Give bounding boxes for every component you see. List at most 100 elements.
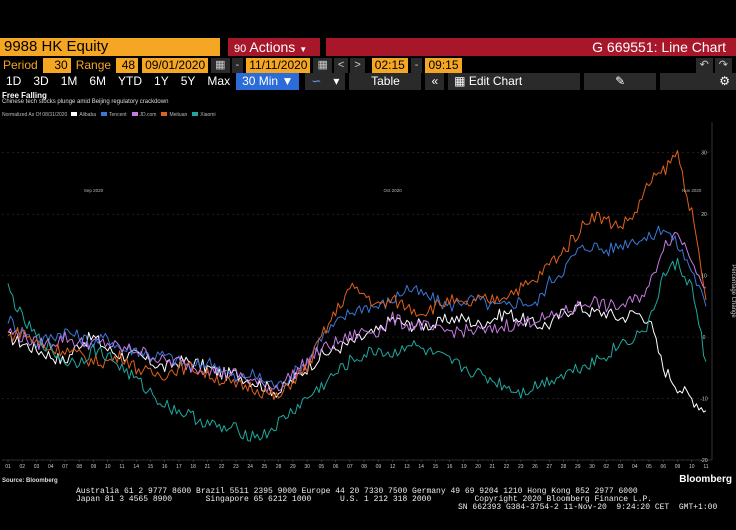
x-tick-label: 10 [105,464,111,470]
end-date-input[interactable]: 11/11/2020 [246,57,311,73]
x-tick-label: 09 [675,464,681,470]
tab-1d[interactable]: 1D [6,74,22,88]
x-tick-label: 30 [589,464,595,470]
start-time-input[interactable]: 02:15 [371,57,408,73]
legend-swatch [101,112,108,117]
chevron-down-icon: ▼ [299,45,308,54]
x-tick-label: 16 [447,464,453,470]
x-tick-label: 07 [62,464,68,470]
start-date-input[interactable]: 09/01/2020 [142,57,209,73]
x-tick-label: 23 [233,464,239,470]
legend-swatch [71,112,78,117]
edit-chart-label: Edit Chart [468,74,523,88]
calendar-icon[interactable]: ▦ [211,57,230,73]
dropdown-arrow-icon: ▼ [281,74,294,88]
ticker-field[interactable]: 9988 HK Equity [0,38,220,56]
x-tick-label: 21 [205,464,211,470]
x-tick-label: 24 [247,464,253,470]
legend-item: Xiaomi [192,111,216,118]
chart-title: Free Falling [2,91,47,100]
x-tick-label: 05 [646,464,652,470]
actions-menu[interactable]: 90 Actions ▼ [228,38,320,56]
y-tick-label: -10 [700,397,707,403]
edit-chart-icon: ▦ [454,74,466,88]
y-tick-label: 30 [701,151,707,157]
legend-label: Xiaomi [200,111,216,118]
chart-subtitle: Chinese tech stocks plunge amid Beijing … [2,99,169,105]
x-tick-label: 04 [632,464,638,470]
range-input[interactable]: 48 [116,57,139,73]
dash-separator: - [231,57,244,73]
prev-arrow-icon[interactable]: < [333,57,349,73]
collapse-left-icon[interactable]: « [425,73,445,90]
controls-bar: Period 30 Range 48 09/01/2020 ▦ - 11/11/… [0,57,736,73]
tab-1y[interactable]: 1Y [154,74,169,88]
chart-series [7,150,707,442]
interval-dropdown[interactable]: 30 Min ▼ [236,73,300,90]
x-tick-label: 06 [660,464,666,470]
period-input[interactable]: 30 [42,57,71,73]
x-tick-label: 18 [190,464,196,470]
tab-max[interactable]: Max [207,74,231,88]
x-tick-label: 27 [547,464,553,470]
legend-prefix: Normalized As Of 08/31/2020 [2,111,68,118]
x-tick-label: 07 [347,464,353,470]
x-tick-label: 14 [418,464,424,470]
tab-3d[interactable]: 3D [33,74,49,88]
x-tick-label: 11 [703,464,708,470]
x-tick-label: 03 [618,464,624,470]
footer-line-1: Australia 61 2 9777 8600 Brazil 5511 239… [76,487,638,496]
series-line-meituan [7,150,707,401]
tab-5y[interactable]: 5Y [180,74,196,88]
x-tick-label: 11 [119,464,124,470]
undo-icon[interactable]: ↶ [695,57,713,73]
x-tick-label: 03 [34,464,40,470]
tab-ytd[interactable]: YTD [118,74,143,88]
redo-icon[interactable]: ↷ [714,57,732,73]
interval-label: 30 Min [242,74,279,88]
end-time-input[interactable]: 09:15 [425,57,462,73]
x-tick-label: 29 [575,464,581,470]
line-chart-icon[interactable]: ∽ [305,73,328,90]
y-tick-label: 10 [701,274,707,280]
edit-chart-button[interactable]: ▦ Edit Chart [448,73,581,90]
legend-label: Meituan [169,111,188,118]
x-tick-label: 16 [162,464,168,470]
footer-line-3: SN 662393 G384-3754-2 11-Nov-20 9:24:20 … [458,503,718,512]
y-tick-label: -20 [700,458,707,464]
x-tick-label: 13 [404,464,410,470]
x-tick-label: 01 [5,464,11,470]
series-line-jd-com [7,231,707,393]
chart-type-dropdown-icon[interactable]: ▾ [327,73,346,90]
next-arrow-icon[interactable]: > [350,57,365,73]
x-tick-label: 12 [390,464,396,470]
footer-line-2: Japan 81 3 4565 8900 Singapore 65 6212 1… [76,495,653,504]
x-tick-label: 29 [290,464,296,470]
x-tick-label: 09 [91,464,97,470]
calendar-icon-end[interactable]: ▦ [313,57,332,73]
x-tick-label: 17 [176,464,182,470]
annotate-icon[interactable]: ✎ [584,73,657,90]
month-label: Sep 2020 [84,188,104,193]
x-tick-label: 15 [148,464,154,470]
y-tick-label: 0 [703,335,706,341]
x-tick-label: 25 [262,464,268,470]
tab-1m[interactable]: 1M [60,74,78,88]
y-tick-label: 20 [701,212,707,218]
range-label: Range [75,58,112,72]
y-axis-label: Percentage Change [730,264,736,318]
x-tick-label: 19 [461,464,467,470]
x-tick-label: 02 [604,464,610,470]
x-tick-label: 15 [433,464,439,470]
table-button[interactable]: Table [349,73,422,90]
top-toolbar: 9988 HK Equity 90 Actions ▼ G 669551: Li… [0,38,736,56]
x-tick-label: 02 [19,464,25,470]
x-tick-label: 30 [304,464,310,470]
legend-item: Alibaba [71,112,96,118]
legend-label: JD.com [139,111,157,118]
tab-6m[interactable]: 6M [89,74,107,88]
legend-item: Tencent [101,112,127,118]
settings-gear-icon[interactable]: ⚙ [660,73,736,90]
actions-key: 90 [234,43,247,55]
source-note: Source: Bloomberg [2,478,58,484]
